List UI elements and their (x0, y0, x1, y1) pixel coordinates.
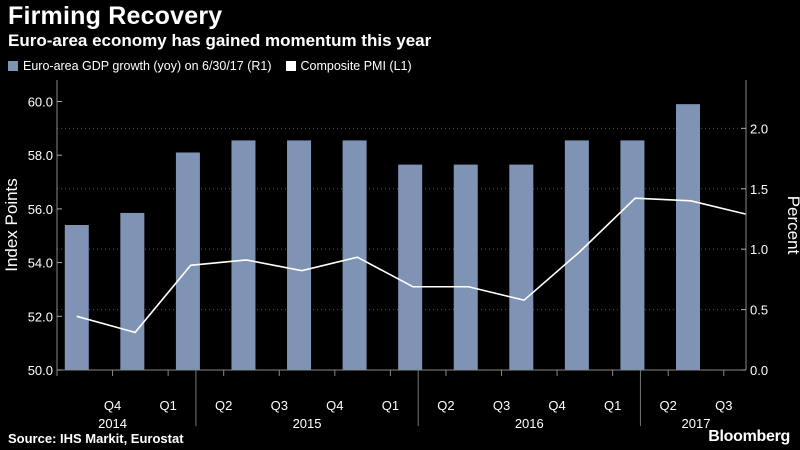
bar (509, 164, 534, 370)
bar (175, 152, 200, 370)
legend-item-gdp: Euro-area GDP growth (yoy) on 6/30/17 (R… (8, 59, 272, 73)
bar (398, 164, 423, 370)
y-tick-label-left: 56.0 (28, 202, 53, 217)
bar (287, 140, 312, 370)
x-tick-label: Q3 (493, 398, 510, 413)
y-tick-label-left: 50.0 (28, 363, 53, 378)
y-tick-label-left: 60.0 (28, 94, 53, 109)
legend-item-pmi: Composite PMI (L1) (285, 59, 412, 73)
bar (620, 140, 645, 370)
y-axis-title-left: Index Points (2, 178, 21, 272)
legend-label-gdp: Euro-area GDP growth (yoy) on 6/30/17 (R… (23, 59, 272, 73)
x-year-label: 2017 (682, 416, 711, 431)
y-axis-title-right: Percent (784, 196, 800, 255)
chart-subtitle: Euro-area economy has gained momentum th… (8, 31, 432, 50)
y-tick-label-left: 54.0 (28, 256, 53, 271)
legend-swatch-gdp (8, 61, 18, 71)
bar (231, 140, 256, 370)
x-tick-label: Q1 (159, 398, 176, 413)
bar (342, 140, 367, 370)
bar (453, 164, 478, 370)
y-tick-label-right: 1.5 (750, 182, 768, 197)
x-tick-label: Q4 (104, 398, 121, 413)
chart-title: Firming Recovery (8, 2, 223, 30)
x-tick-label: Q1 (382, 398, 399, 413)
bar (120, 212, 145, 370)
y-tick-label-right: 0.5 (750, 303, 768, 318)
y-tick-label-left: 58.0 (28, 148, 53, 163)
legend-swatch-pmi (285, 61, 296, 71)
x-tick-label: Q3 (715, 398, 732, 413)
legend: Euro-area GDP growth (yoy) on 6/30/17 (R… (8, 59, 426, 73)
y-tick-label-right: 2.0 (750, 121, 768, 136)
y-tick-label-right: 1.0 (750, 242, 768, 257)
y-tick-label-left: 52.0 (28, 309, 53, 324)
x-tick-label: Q3 (271, 398, 288, 413)
x-tick-label: Q4 (548, 398, 565, 413)
bar (64, 225, 89, 370)
source-note: Source: IHS Markit, Eurostat (8, 431, 184, 446)
bar (675, 104, 700, 371)
x-tick-label: Q4 (326, 398, 343, 413)
legend-label-pmi: Composite PMI (L1) (300, 59, 412, 73)
x-year-label: 2015 (293, 416, 322, 431)
x-tick-label: Q2 (437, 398, 454, 413)
pmi-line (76, 197, 747, 334)
x-year-label: 2016 (515, 416, 544, 431)
brand-logo: Bloomberg (708, 428, 790, 445)
x-year-label: 2014 (98, 416, 127, 431)
x-tick-label: Q1 (604, 398, 621, 413)
x-tick-label: Q2 (660, 398, 677, 413)
y-tick-label-right: 0.0 (750, 363, 768, 378)
x-tick-label: Q2 (215, 398, 232, 413)
